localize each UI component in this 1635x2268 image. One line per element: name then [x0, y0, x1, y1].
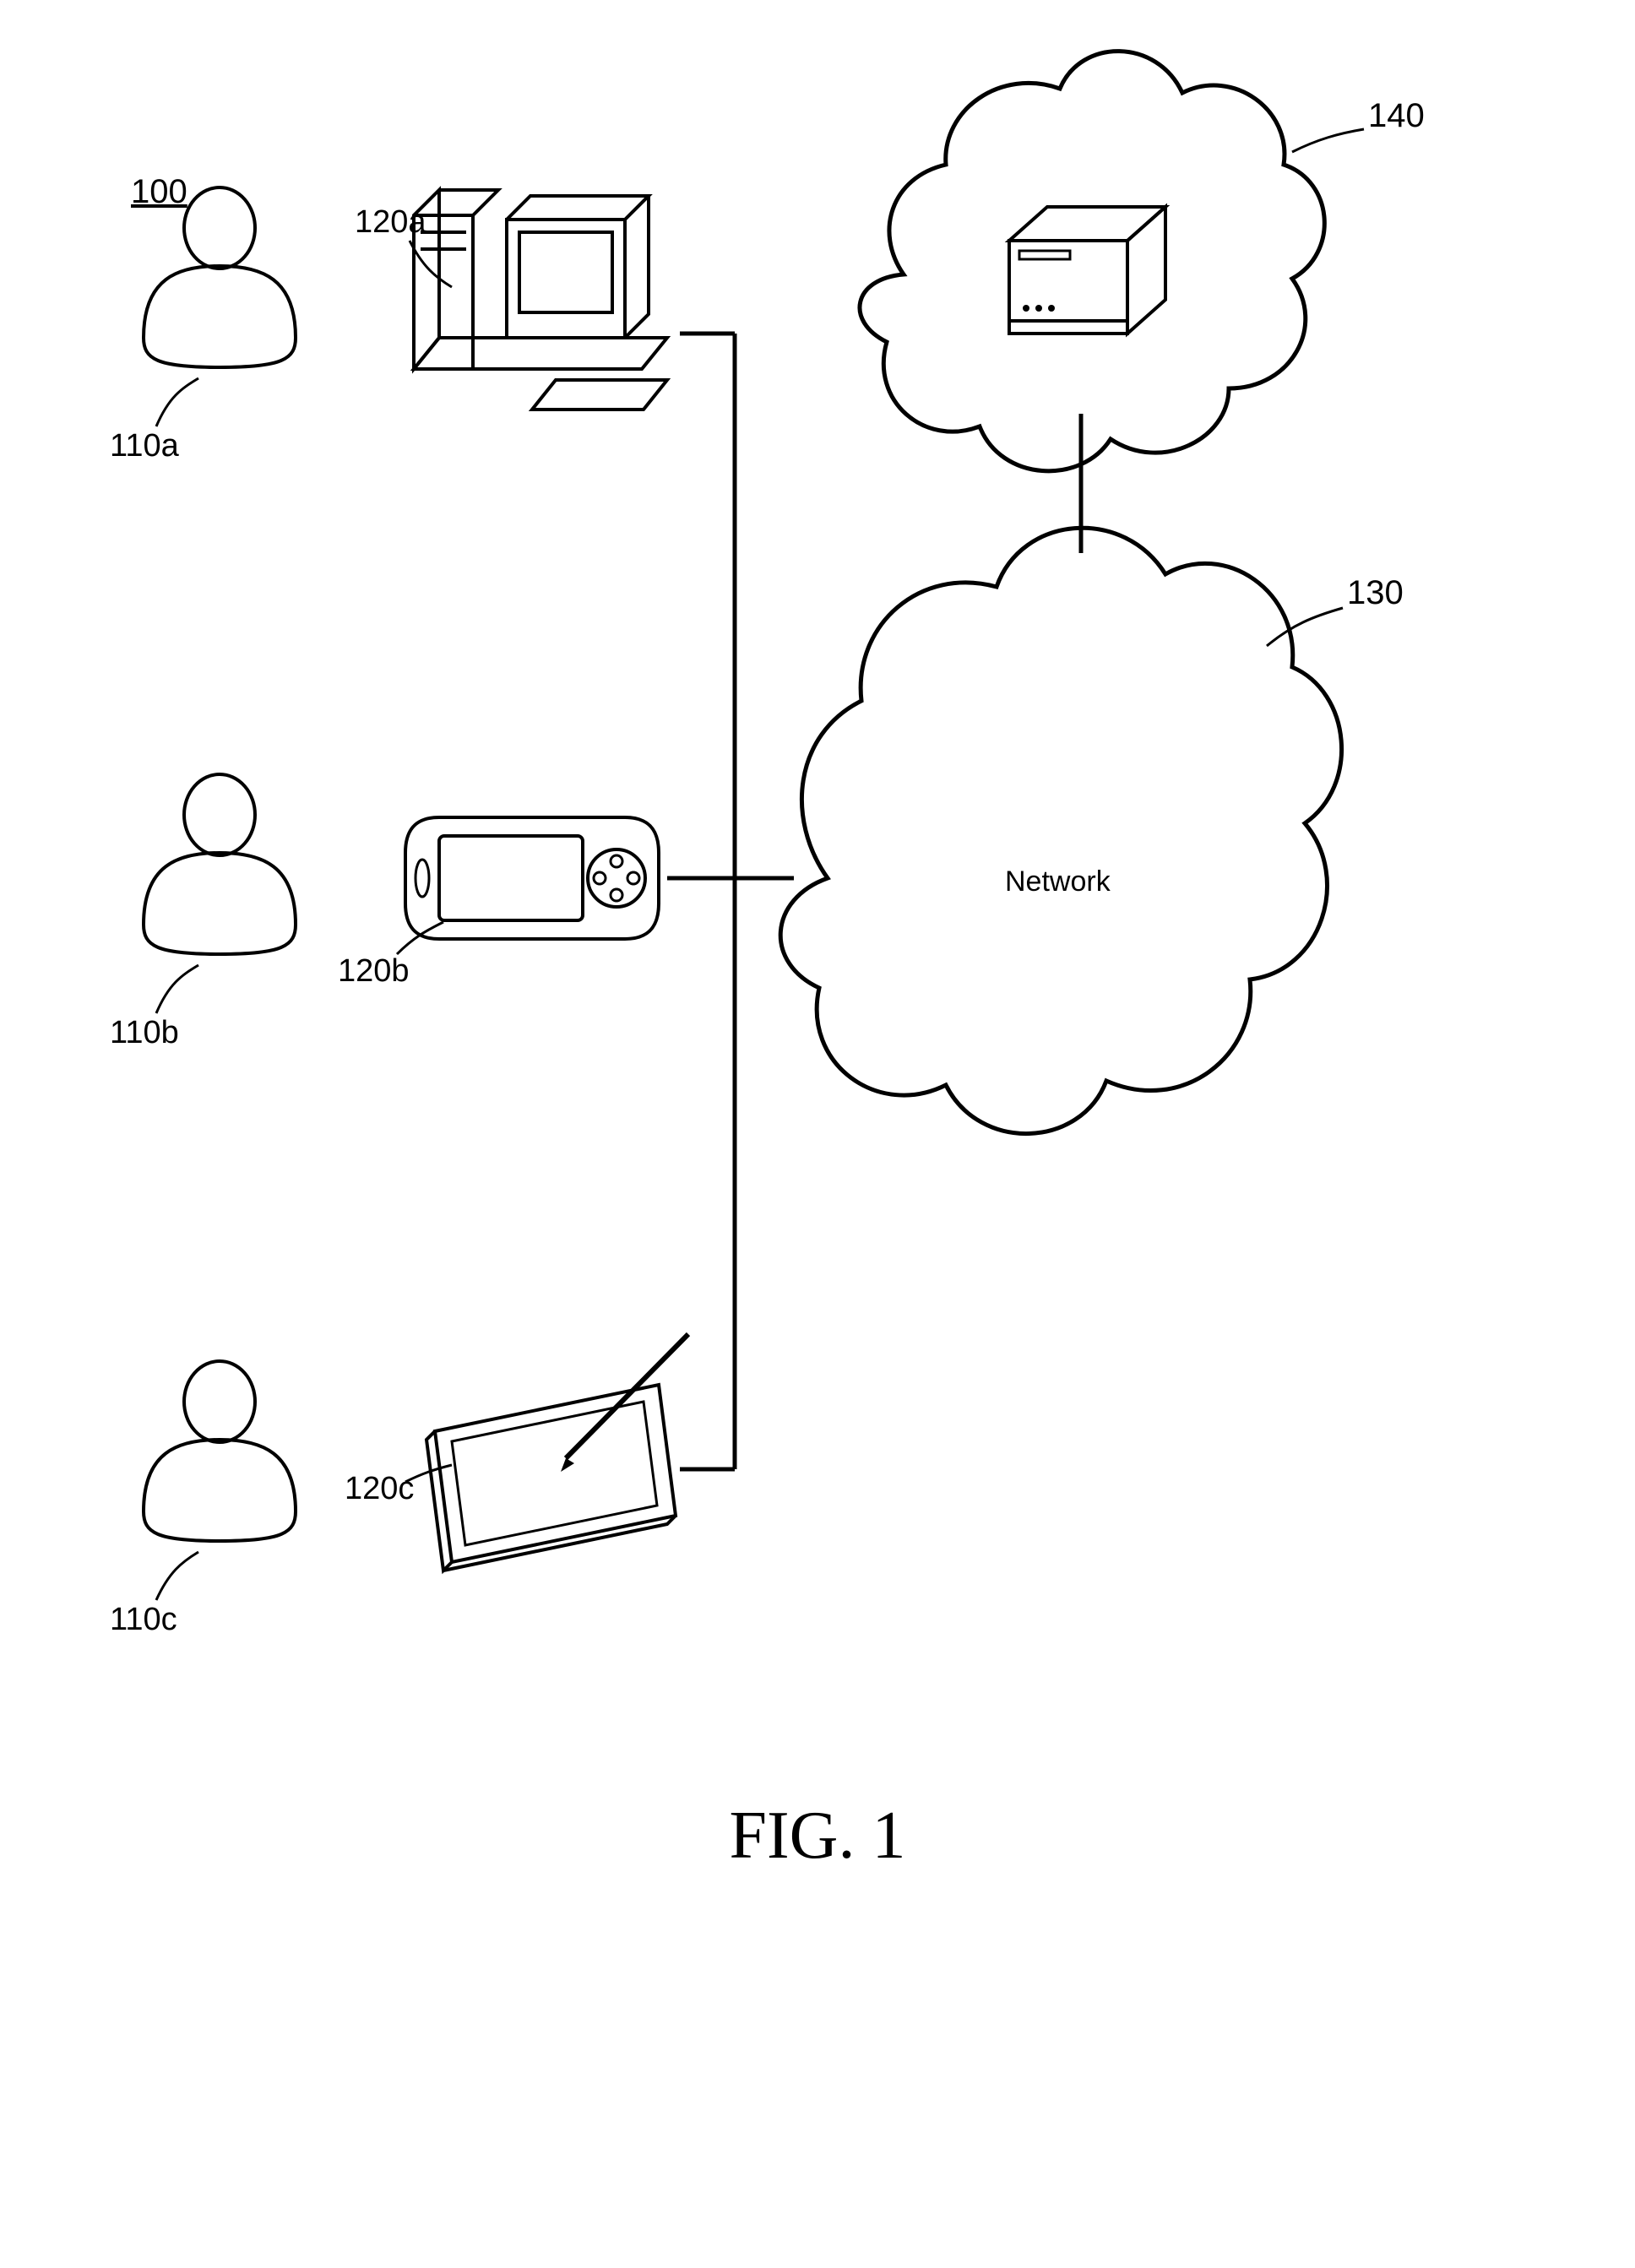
network-cloud [780, 528, 1341, 1133]
user-b-icon [144, 774, 296, 954]
user-c-icon [144, 1361, 296, 1541]
figure-1: 100 110a 110b 110c [0, 0, 1635, 2268]
system-ref-label: 100 [131, 173, 187, 210]
leader-140 [1292, 129, 1364, 152]
figure-caption: FIG. 1 [730, 1799, 906, 1873]
leader-110b [156, 965, 198, 1013]
leader-130 [1267, 608, 1343, 646]
handheld-icon [405, 817, 659, 939]
leader-110c [156, 1552, 198, 1600]
desktop-ref: 120a [355, 204, 426, 240]
leader-110a [156, 378, 198, 426]
handheld-ref: 120b [338, 953, 410, 989]
tablet-ref: 120c [345, 1471, 414, 1506]
desktop-icon [414, 190, 667, 410]
client-links [667, 334, 794, 1469]
user-a-ref: 110a [110, 428, 180, 464]
tablet-icon [426, 1334, 688, 1571]
user-c-ref: 110c [110, 1602, 177, 1637]
network-ref: 130 [1347, 574, 1404, 611]
user-a-icon [144, 187, 296, 367]
server-cloud-ref: 140 [1368, 97, 1425, 134]
network-label: Network [1005, 865, 1111, 898]
user-b-ref: 110b [110, 1015, 179, 1050]
server-cloud [860, 52, 1324, 471]
